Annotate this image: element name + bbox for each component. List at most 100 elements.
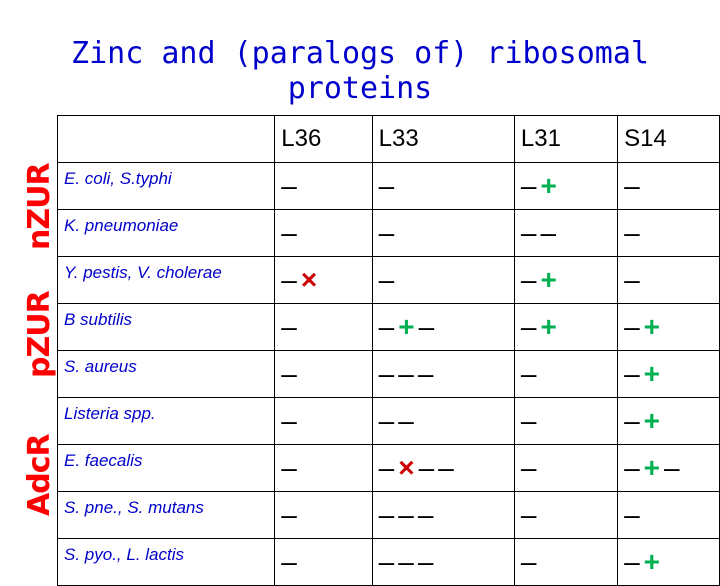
adcr-side-label: AdcR: [22, 434, 57, 516]
paralog-dash: –: [398, 546, 414, 577]
species-name: S. aureus: [56, 350, 276, 398]
paralog-cell: – + –: [371, 303, 515, 351]
paralog-cell: – – –: [371, 350, 515, 398]
page-title: Zinc and (paralogs of) ribosomal protein…: [71, 36, 649, 106]
header-cell: L36: [274, 115, 373, 163]
table-row: S. pne., S. mutans – – – – – –: [56, 491, 720, 539]
paralog-dash: –: [398, 405, 414, 436]
paralog-dash: –: [417, 358, 434, 389]
table-row: Listeria spp. – – – – – +: [56, 397, 720, 445]
paralog-cell: –: [274, 162, 373, 210]
paralog-cell: –: [371, 209, 515, 257]
species-name: B subtilis: [56, 303, 276, 351]
paralog-dash: –: [378, 452, 395, 483]
paralog-dash: –: [624, 546, 640, 577]
paralog-dash: –: [378, 311, 395, 342]
paralog-dash: –: [520, 405, 537, 436]
paralog-cell: –: [617, 256, 720, 304]
zinc-free-paralog-mark: +: [643, 358, 661, 389]
paralog-dash: –: [417, 499, 434, 530]
paralog-dash: –: [438, 452, 454, 483]
paralog-dash: –: [624, 217, 640, 248]
absent-mark: ×: [300, 264, 318, 295]
paralog-cell: – –: [371, 397, 515, 445]
paralog-cell: – +: [617, 538, 720, 586]
paralog-dash: –: [664, 452, 680, 483]
species-name: Listeria spp.: [56, 397, 276, 445]
paralog-dash: –: [540, 217, 557, 248]
paralog-cell: –: [617, 162, 720, 210]
paralog-dash: –: [520, 546, 537, 577]
paralog-cell: –: [274, 538, 373, 586]
paralog-dash: –: [281, 499, 297, 530]
absent-mark: ×: [398, 452, 415, 483]
paralog-cell: –: [371, 162, 515, 210]
paralog-dash: –: [520, 264, 537, 295]
paralog-cell: – – –: [371, 491, 515, 539]
species-name: S. pyo., L. lactis: [56, 538, 276, 586]
table-row: E. faecalis – – × – – – – + –: [56, 444, 720, 492]
table-row: S. pyo., L. lactis – – – – – – +: [56, 538, 720, 586]
paralog-cell: –: [617, 209, 720, 257]
paralog-dash: –: [281, 217, 297, 248]
table-row: Y. pestis, V. cholerae – × – – + –: [56, 256, 720, 304]
paralog-dash: –: [520, 217, 537, 248]
paralog-cell: – – –: [371, 538, 515, 586]
paralog-dash: –: [520, 170, 537, 201]
paralog-dash: –: [624, 170, 640, 201]
zinc-free-paralog-mark: +: [540, 264, 557, 295]
paralog-cell: –: [617, 491, 720, 539]
paralog-dash: –: [624, 264, 640, 295]
paralog-dash: –: [418, 452, 435, 483]
paralog-dash: –: [281, 311, 297, 342]
table-row: K. pneumoniae – – – – –: [56, 209, 720, 257]
species-name: E. faecalis: [56, 444, 276, 492]
ribosomal-protein-table: L36 L33 L31 S14 E. coli, S.typhi – – – + – K. …: [56, 115, 720, 586]
paralog-dash: –: [624, 311, 640, 342]
paralog-dash: –: [418, 311, 435, 342]
paralog-cell: –: [274, 350, 373, 398]
paralog-dash: –: [520, 358, 537, 389]
paralog-cell: –: [274, 303, 373, 351]
paralog-dash: –: [281, 358, 297, 389]
paralog-dash: –: [281, 405, 297, 436]
species-name: E. coli, S.typhi: [56, 162, 276, 210]
paralog-cell: –: [274, 397, 373, 445]
paralog-dash: –: [378, 264, 395, 295]
paralog-cell: –: [274, 491, 373, 539]
zinc-free-paralog-mark: +: [643, 311, 661, 342]
paralog-cell: –: [513, 491, 619, 539]
paralog-cell: – ×: [274, 256, 373, 304]
species-name: S. pne., S. mutans: [56, 491, 276, 539]
zinc-free-paralog-mark: +: [643, 405, 661, 436]
paralog-cell: –: [274, 444, 373, 492]
paralog-cell: – +: [513, 162, 619, 210]
paralog-dash: –: [624, 358, 640, 389]
table-row: S. aureus – – – – – – +: [56, 350, 720, 398]
zinc-free-paralog-mark: +: [398, 311, 415, 342]
header-cell: S14: [617, 115, 720, 163]
species-name: K. pneumoniae: [56, 209, 276, 257]
table-row: E. coli, S.typhi – – – + –: [56, 162, 720, 210]
paralog-cell: – +: [617, 350, 720, 398]
paralog-dash: –: [378, 546, 395, 577]
zinc-free-paralog-mark: +: [643, 452, 661, 483]
paralog-dash: –: [398, 358, 414, 389]
paralog-dash: –: [520, 311, 537, 342]
header-cell: L31: [513, 115, 619, 163]
paralog-cell: – +: [617, 303, 720, 351]
paralog-cell: – +: [617, 397, 720, 445]
paralog-dash: –: [520, 452, 537, 483]
paralog-cell: –: [371, 256, 515, 304]
header-row: L36 L33 L31 S14: [56, 115, 720, 163]
pzur-side-label: pZUR: [22, 291, 57, 378]
paralog-cell: –: [274, 209, 373, 257]
paralog-dash: –: [624, 405, 640, 436]
paralog-dash: –: [281, 546, 297, 577]
paralog-dash: –: [520, 499, 537, 530]
nzur-side-label: nZUR: [22, 163, 57, 250]
paralog-cell: – –: [513, 209, 619, 257]
paralog-cell: –: [513, 444, 619, 492]
table-row: B subtilis – – + – – + – +: [56, 303, 720, 351]
paralog-dash: –: [378, 217, 395, 248]
